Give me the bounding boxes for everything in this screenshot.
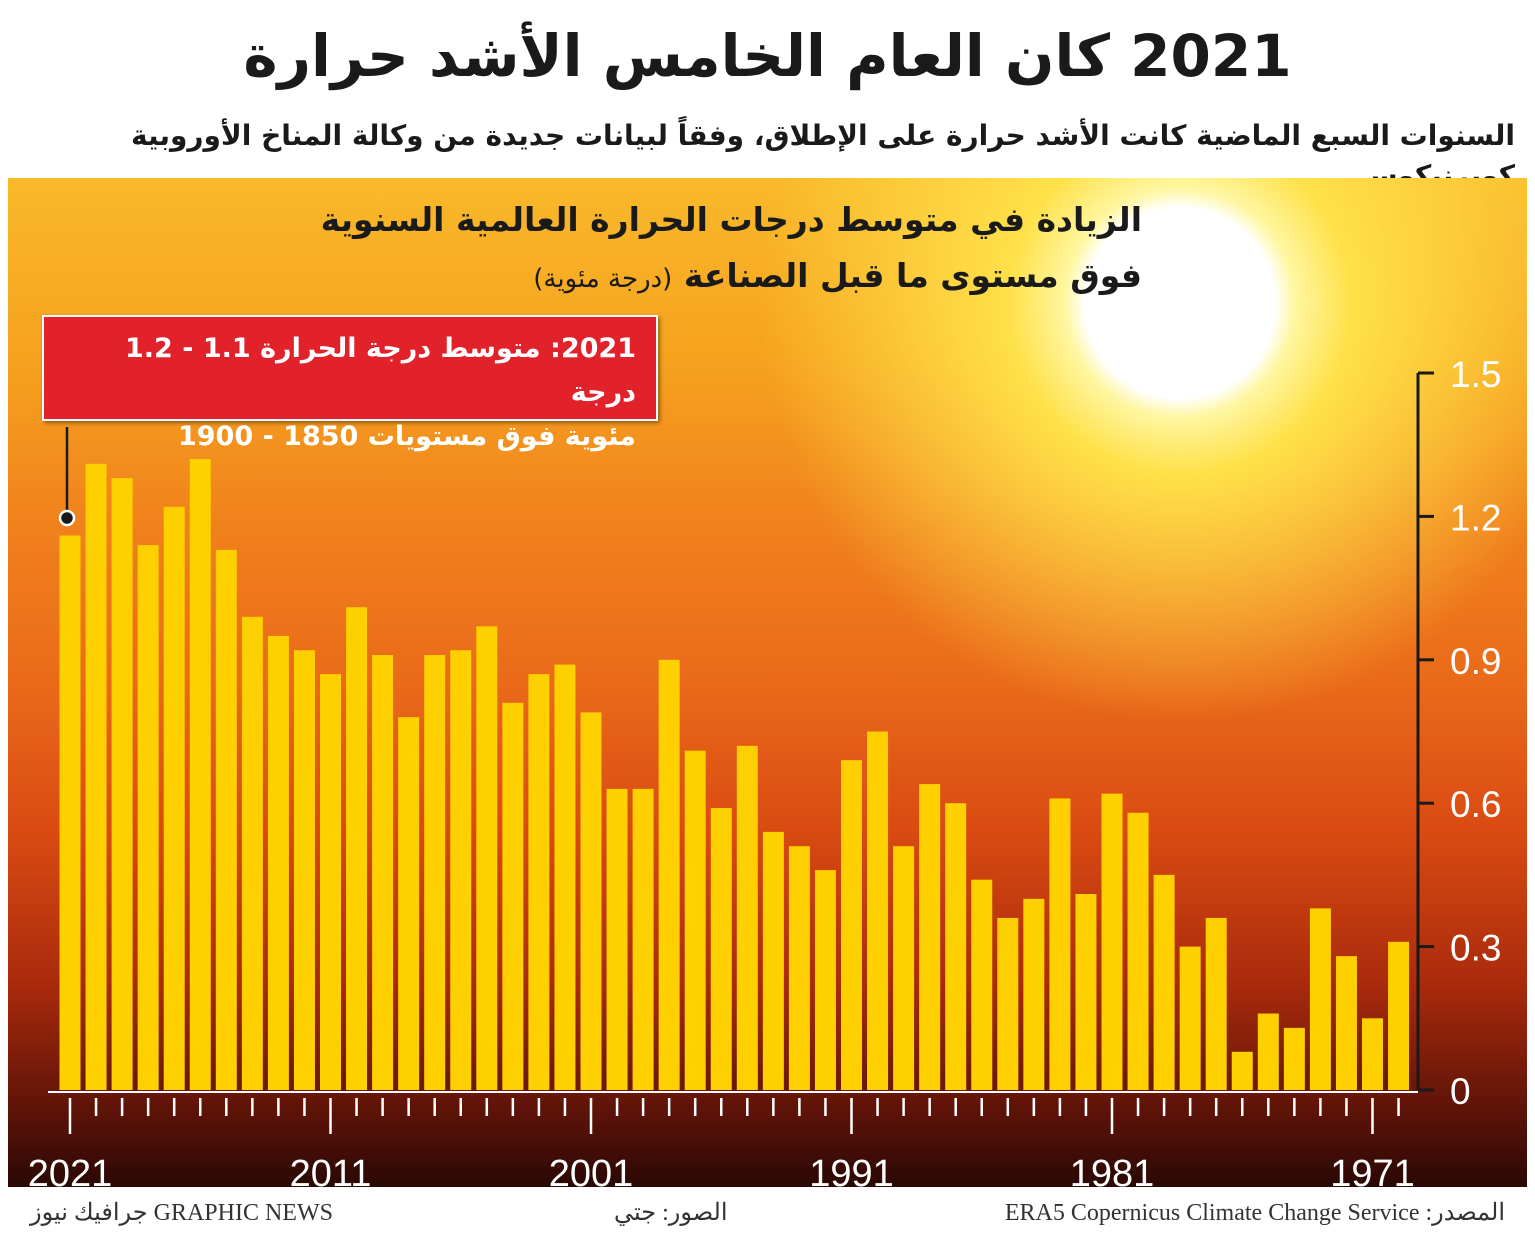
bar-2003 — [528, 674, 550, 1090]
chart-title: الزيادة في متوسط درجات الحرارة العالمية … — [321, 192, 1142, 307]
photo-credit: الصور: جتي — [614, 1200, 728, 1226]
bar-1991 — [841, 760, 862, 1090]
bar-1983 — [1049, 798, 1071, 1090]
bar-1979 — [1153, 874, 1175, 1090]
page-title: 2021 كان العام الخامس الأشد حرارة — [243, 22, 1292, 90]
bar-2004 — [502, 702, 524, 1090]
bar-1973 — [1309, 908, 1331, 1090]
bar-2018 — [137, 545, 159, 1090]
bar-2016 — [189, 459, 211, 1090]
bar-2015 — [215, 549, 237, 1090]
bar-1999 — [632, 788, 654, 1090]
bar-1987 — [945, 803, 967, 1090]
publisher-credit: GRAPHIC NEWS جرافيك نيوز — [30, 1200, 333, 1226]
bar-1995 — [736, 745, 758, 1090]
y-axis-unit: (درجة مئوية) — [533, 264, 673, 294]
bar-2014 — [241, 616, 263, 1090]
callout-line2: مئوية فوق مستويات 1850 - 1900 — [177, 421, 636, 452]
bar-1982 — [1075, 894, 1097, 1090]
page-subtitle: السنوات السبع الماضية كانت الأشد حرارة ع… — [131, 119, 1515, 192]
callout-line1: 2021: متوسط درجة الحرارة 1.1 - 1.2 درجة — [124, 333, 636, 408]
bar-1993 — [788, 846, 810, 1090]
chart-title-line2: فوق مستوى ما قبل الصناعة — [683, 256, 1142, 295]
y-tick-label-0.3: 0.3 — [1450, 928, 1501, 969]
bar-2011 — [320, 674, 341, 1090]
bar-2012 — [293, 650, 315, 1090]
bar-2000 — [606, 788, 628, 1090]
bar-1998 — [658, 659, 680, 1090]
y-tick-label-1.2: 1.2 — [1450, 497, 1501, 538]
bar-1971 — [1362, 1018, 1383, 1090]
x-tick-label-2001: 2001 — [549, 1153, 634, 1187]
bar-1976 — [1231, 1051, 1253, 1090]
bar-2009 — [372, 655, 394, 1090]
bar-1975 — [1257, 1013, 1279, 1090]
bar-1992 — [814, 870, 836, 1090]
x-tick-label-1981: 1981 — [1070, 1153, 1155, 1187]
bar-2002 — [554, 664, 576, 1090]
bar-1997 — [684, 750, 706, 1090]
bar-1974 — [1283, 1027, 1305, 1090]
bar-1978 — [1179, 946, 1201, 1090]
chart-title-line1: الزيادة في متوسط درجات الحرارة العالمية … — [320, 200, 1142, 239]
bar-2017 — [163, 506, 185, 1091]
bar-1985 — [997, 917, 1019, 1090]
bar-1988 — [919, 784, 941, 1090]
annotation-callout: 2021: متوسط درجة الحرارة 1.1 - 1.2 درجة … — [42, 315, 658, 452]
y-tick-label-0: 0 — [1450, 1071, 1471, 1112]
bar-1977 — [1205, 917, 1227, 1090]
chart-panel: 2021 2011 2001 1991 1981 1971 0 0.3 0.6 0.9 1.2 1.5… — [8, 178, 1527, 1187]
source-note: المصدر: ERA5 Copernicus Climate Change S… — [1004, 1200, 1505, 1226]
bar-2005 — [476, 626, 498, 1090]
bar-1980 — [1127, 812, 1149, 1090]
y-tick-label-0.6: 0.6 — [1450, 784, 1501, 825]
x-tick-label-2011: 2011 — [290, 1153, 372, 1187]
y-tick-label-1.5: 1.5 — [1450, 354, 1501, 395]
bar-1972 — [1335, 956, 1357, 1090]
bar-1994 — [762, 831, 784, 1090]
bar-2021 — [59, 535, 81, 1090]
y-tick-label-0.9: 0.9 — [1450, 641, 1501, 682]
bar-1970 — [1388, 941, 1410, 1090]
bar-2001 — [580, 712, 602, 1090]
x-tick-label-1971: 1971 — [1330, 1153, 1415, 1187]
bar-2007 — [424, 655, 446, 1090]
bar-2008 — [398, 717, 420, 1090]
bar-chart: 2021 2011 2001 1991 1981 1971 0 0.3 0.6 0.9 1.2 1.5 — [28, 354, 1502, 1187]
bar-2006 — [450, 650, 472, 1090]
x-tick-label-1991: 1991 — [809, 1153, 894, 1187]
bar-1986 — [971, 879, 993, 1090]
callout-marker-dot — [58, 509, 76, 527]
bar-2020 — [85, 463, 107, 1090]
bar-1996 — [710, 807, 732, 1090]
bar-2019 — [111, 478, 133, 1090]
bar-1981 — [1101, 793, 1123, 1090]
bar-1984 — [1023, 898, 1045, 1090]
bar-2010 — [346, 607, 368, 1090]
bar-1989 — [893, 846, 915, 1090]
bar-1990 — [867, 731, 889, 1090]
x-tick-label-2021: 2021 — [28, 1153, 113, 1187]
bar-2013 — [267, 635, 289, 1090]
